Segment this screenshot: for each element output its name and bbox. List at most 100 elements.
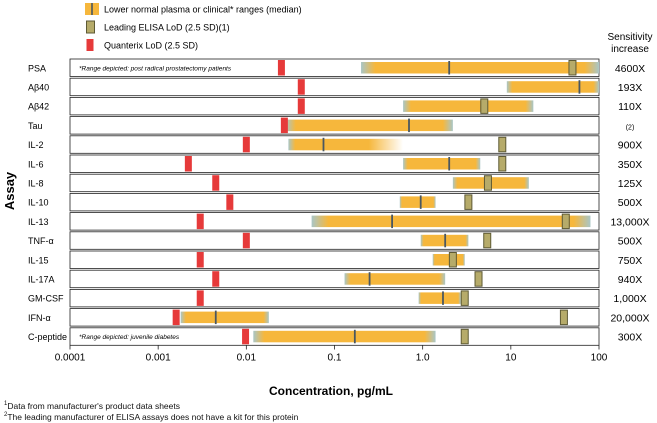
assay-label: IL-2 bbox=[28, 140, 44, 150]
quanterix-lod-marker bbox=[196, 252, 204, 268]
quanterix-lod-marker bbox=[242, 136, 250, 153]
quanterix-lod-marker bbox=[242, 328, 250, 345]
elisa-lod-marker bbox=[568, 60, 577, 76]
range-bar bbox=[432, 254, 465, 266]
assay-label: PSA bbox=[28, 63, 46, 73]
x-tick-label: 0.0001 bbox=[55, 353, 86, 364]
range-bar bbox=[506, 81, 599, 93]
sensitivity-value: 300X bbox=[618, 332, 643, 344]
x-tick-label: 0.01 bbox=[237, 353, 257, 364]
range-bar bbox=[403, 100, 534, 112]
range-bar bbox=[180, 311, 269, 324]
sensitivity-value: 125X bbox=[618, 178, 643, 190]
assay-label: Tau bbox=[28, 121, 43, 131]
assay-label: Aβ40 bbox=[28, 82, 49, 92]
quanterix-lod-marker bbox=[297, 98, 305, 114]
range-note: *Range depicted: juvenile diabetes bbox=[79, 334, 180, 341]
elisa-lod-marker bbox=[483, 232, 492, 249]
assay-label: IL-17A bbox=[28, 274, 55, 284]
range-bar bbox=[403, 158, 481, 170]
sensitivity-value: 500X bbox=[618, 197, 643, 209]
quanterix-lod-marker bbox=[242, 232, 250, 249]
footnote-1-text: Data from manufacturer's product data sh… bbox=[7, 401, 180, 411]
assay-rows: PSA 4600X *Range depicted: post radical pr… bbox=[28, 58, 650, 346]
elisa-lod-marker bbox=[498, 136, 507, 153]
assay-label: IL-8 bbox=[28, 178, 44, 188]
range-bar bbox=[311, 215, 591, 228]
range-bar bbox=[253, 330, 436, 343]
x-tick-label: 0.1 bbox=[328, 353, 342, 364]
legend-label-quanterix: Quanterix LoD (2.5 SD) bbox=[104, 41, 198, 51]
x-tick-label: 0.001 bbox=[146, 353, 171, 364]
sensitivity-value: 110X bbox=[618, 101, 642, 113]
legend-label-elisa: Leading ELISA LoD (2.5 SD)(1) bbox=[104, 23, 230, 33]
assay-label: IL-15 bbox=[28, 255, 49, 265]
y-axis-label: Assay bbox=[2, 171, 17, 210]
elisa-lod-marker bbox=[460, 328, 469, 345]
assay-label: IL-6 bbox=[28, 159, 44, 169]
footnote-2-text: The leading manufacturer of ELISA assays… bbox=[7, 412, 299, 422]
legend-swatch-elisa bbox=[86, 20, 95, 34]
legend-label-range: Lower normal plasma or clinical* ranges … bbox=[104, 5, 302, 15]
quanterix-lod-marker bbox=[196, 213, 204, 230]
x-tick-label: 1.0 bbox=[416, 353, 430, 364]
x-axis-label: Concentration, pg/mL bbox=[269, 384, 393, 398]
elisa-lod-marker bbox=[498, 156, 507, 172]
quanterix-lod-marker bbox=[212, 271, 220, 287]
range-bar bbox=[418, 292, 461, 304]
range-bar bbox=[288, 138, 404, 151]
assay-label: IL-10 bbox=[28, 198, 49, 208]
range-bar bbox=[361, 62, 599, 74]
sensitivity-header-line2: increase bbox=[611, 44, 649, 55]
sensitivity-value: 1,000X bbox=[613, 293, 646, 305]
assay-label: IL-13 bbox=[28, 217, 49, 227]
elisa-lod-marker bbox=[448, 252, 457, 268]
range-bar bbox=[399, 196, 436, 208]
row-box bbox=[69, 154, 600, 173]
assay-label: C-peptide bbox=[28, 332, 67, 342]
row-box bbox=[69, 250, 600, 269]
sensitivity-value: 940X bbox=[618, 274, 643, 286]
elisa-lod-marker bbox=[480, 98, 489, 114]
sensitivity-header-line1: Sensitivity bbox=[607, 32, 652, 43]
quanterix-lod-marker bbox=[226, 194, 234, 210]
range-bar bbox=[344, 273, 446, 285]
quanterix-lod-marker bbox=[184, 156, 192, 172]
quanterix-lod-marker bbox=[277, 60, 285, 76]
row-box bbox=[69, 288, 600, 308]
footnote-1: 1Data from manufacturer's product data s… bbox=[4, 401, 180, 411]
footnote-1-marker: 1 bbox=[4, 401, 8, 408]
assay-label: TNF-α bbox=[28, 236, 54, 246]
footnote-2-marker: 2 bbox=[4, 412, 8, 419]
footnote-2: 2The leading manufacturer of ELISA assay… bbox=[4, 412, 298, 422]
elisa-lod-marker bbox=[483, 175, 492, 191]
sensitivity-value: (2) bbox=[626, 124, 635, 131]
quanterix-lod-marker bbox=[212, 175, 220, 191]
elisa-lod-marker bbox=[561, 213, 570, 230]
sensitivity-value: 900X bbox=[618, 140, 643, 152]
elisa-lod-marker bbox=[460, 290, 469, 306]
elisa-lod-marker bbox=[464, 194, 473, 210]
row-box bbox=[69, 192, 600, 212]
sensitivity-value: 13,000X bbox=[610, 216, 649, 228]
quanterix-lod-marker bbox=[196, 290, 204, 306]
range-bar bbox=[285, 119, 453, 132]
elisa-lod-marker bbox=[559, 309, 568, 326]
assay-label: Aβ42 bbox=[28, 102, 49, 112]
legend-swatch-quanterix bbox=[86, 39, 94, 51]
range-note: *Range depicted: post radical prostatect… bbox=[79, 65, 232, 72]
sensitivity-value: 20,000X bbox=[610, 312, 649, 324]
sensitivity-value: 350X bbox=[618, 159, 643, 171]
row-box bbox=[69, 231, 600, 250]
x-tick-label: 100 bbox=[591, 353, 608, 364]
quanterix-lod-marker bbox=[172, 309, 180, 326]
assay-label: GM-CSF bbox=[28, 294, 64, 304]
sensitivity-value: 500X bbox=[618, 236, 643, 248]
row-box bbox=[69, 308, 600, 327]
row-box bbox=[69, 269, 600, 289]
quanterix-lod-marker bbox=[280, 117, 288, 134]
quanterix-lod-marker bbox=[297, 79, 305, 95]
x-axis: 0.0001 0.001 0.01 0.1 1.0 10 100 bbox=[55, 345, 608, 364]
sensitivity-value: 750X bbox=[618, 255, 643, 267]
